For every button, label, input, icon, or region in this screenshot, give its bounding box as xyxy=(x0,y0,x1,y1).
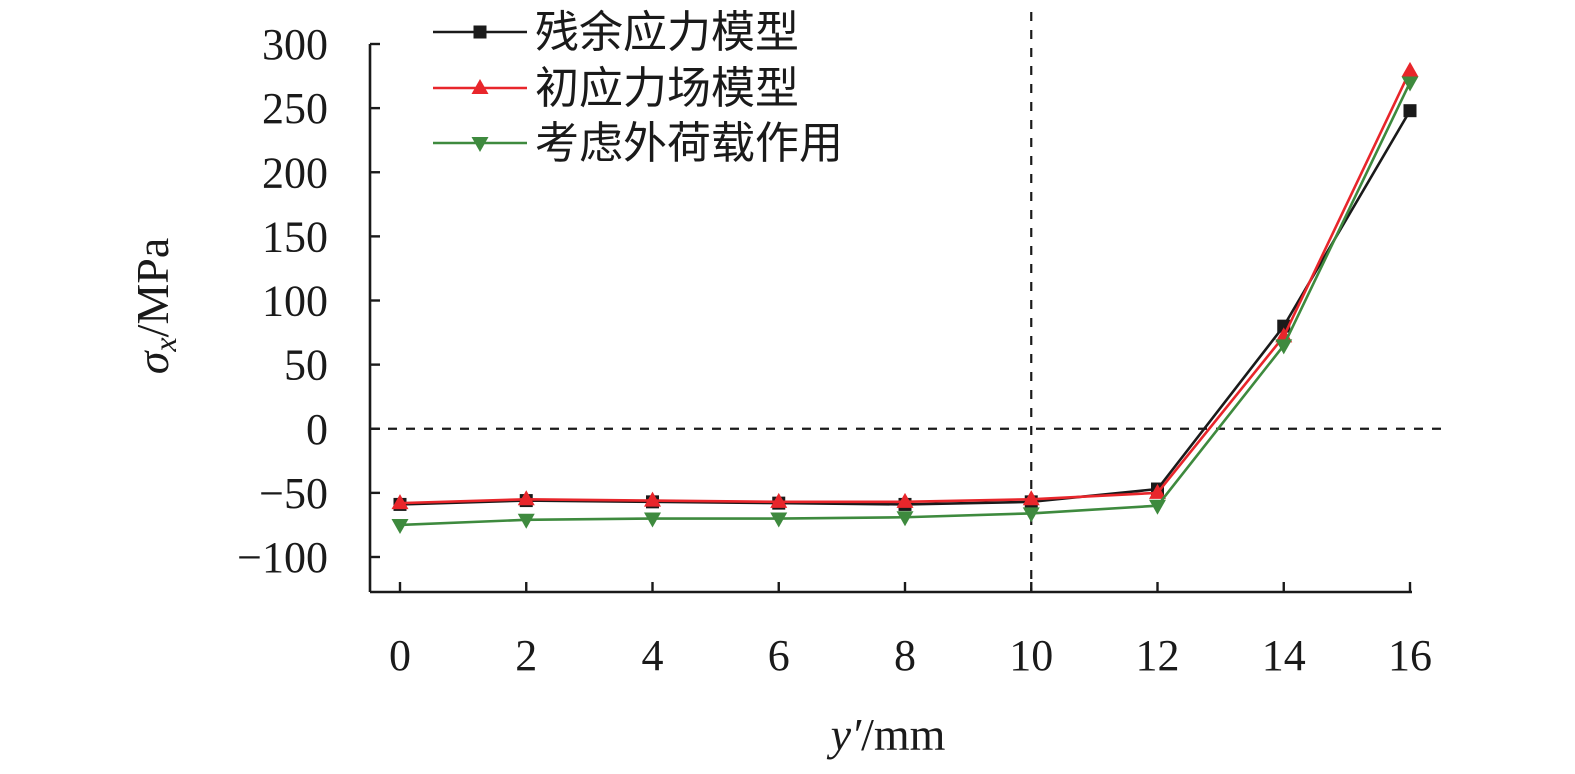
data-point xyxy=(1275,339,1293,355)
y-axis-label-var: σ xyxy=(127,349,178,374)
x-tick-label: 2 xyxy=(515,631,537,680)
ticks: −100 −50 0 50 100 150 200 250 300 0 2 4 6 8 10 12 14 16 xyxy=(237,20,1432,680)
y-tick-label: −100 xyxy=(237,533,328,582)
legend-item-2: 初应力场模型 xyxy=(433,63,799,114)
x-axis-label: y′/mm xyxy=(827,709,946,760)
x-axis-label-unit: /mm xyxy=(861,709,946,760)
y-tick-label: 200 xyxy=(262,148,328,197)
data-point xyxy=(644,491,661,507)
x-tick-label: 4 xyxy=(642,631,664,680)
legend-swatch-marker xyxy=(471,79,489,94)
y-tick-label: 100 xyxy=(262,277,328,326)
y-axis-label-unit: /MPa xyxy=(127,238,178,338)
data-point xyxy=(1149,499,1166,515)
legend-label: 考虑外荷载作用 xyxy=(535,118,843,169)
data-point xyxy=(1403,104,1417,118)
data-point xyxy=(1149,483,1166,499)
data-point xyxy=(517,513,535,529)
x-tick-label: 14 xyxy=(1262,631,1306,680)
data-point xyxy=(1401,61,1419,77)
legend-item-1: 残余应力模型 xyxy=(433,7,799,58)
data-point xyxy=(896,492,914,508)
series-layer xyxy=(391,61,1419,534)
x-tick-label: 8 xyxy=(894,631,916,680)
y-tick-label: 250 xyxy=(262,84,328,133)
x-tick-label: 16 xyxy=(1388,631,1432,680)
data-point xyxy=(770,492,788,508)
reference-lines xyxy=(370,12,1450,592)
y-tick-label: 50 xyxy=(284,341,328,390)
legend-swatch-marker xyxy=(473,25,487,39)
data-point xyxy=(896,511,914,527)
y-tick-label: 300 xyxy=(262,20,328,69)
series-2 xyxy=(391,61,1419,510)
legend-swatch-marker xyxy=(471,137,489,152)
legend-item-3: 考虑外荷载作用 xyxy=(433,118,843,169)
series-line xyxy=(399,110,1412,506)
data-point xyxy=(1022,507,1040,523)
y-tick-label: 0 xyxy=(306,405,328,454)
data-point xyxy=(644,512,661,528)
x-tick-label: 0 xyxy=(389,631,411,680)
x-tick-label: 12 xyxy=(1136,631,1180,680)
data-point xyxy=(517,490,535,506)
x-tick-label: 6 xyxy=(768,631,790,680)
y-tick-label: −50 xyxy=(259,469,328,518)
legend-label: 残余应力模型 xyxy=(535,7,799,58)
x-axis-label-var: y′ xyxy=(827,709,862,760)
data-point xyxy=(1022,490,1040,506)
legend-label: 初应力场模型 xyxy=(535,63,799,114)
y-tick-label: 150 xyxy=(262,212,328,261)
x-tick-label: 10 xyxy=(1009,631,1053,680)
y-axis-label-sub: x xyxy=(147,337,183,352)
data-point xyxy=(391,494,409,510)
axes xyxy=(368,44,1412,594)
y-axis-label: σx/MPa xyxy=(127,238,183,375)
series-3 xyxy=(391,76,1419,534)
data-point xyxy=(391,518,409,534)
data-point xyxy=(770,512,788,528)
data-point xyxy=(1401,76,1419,92)
